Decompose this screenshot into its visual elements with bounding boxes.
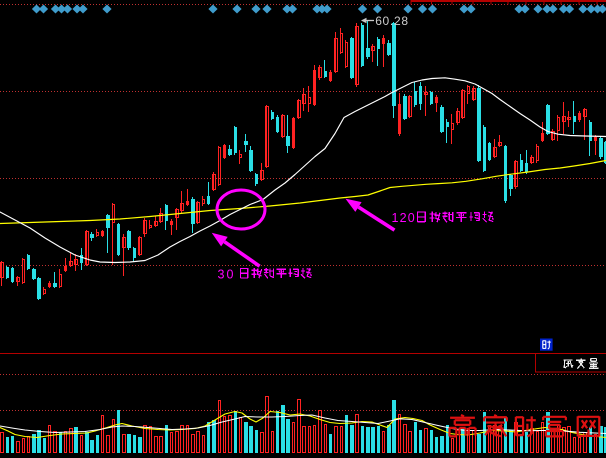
svg-text:30: 30 (218, 267, 236, 281)
svg-text:60.28: 60.28 (375, 14, 409, 28)
svg-text:120: 120 (392, 211, 416, 225)
